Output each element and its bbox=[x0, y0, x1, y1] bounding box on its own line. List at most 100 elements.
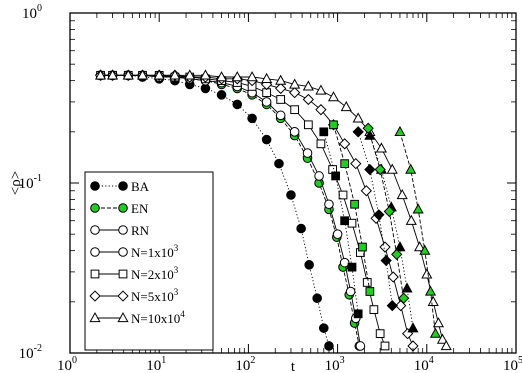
data-point-10 bbox=[365, 287, 375, 296]
data-point-4 bbox=[338, 190, 348, 200]
data-point-6 bbox=[315, 84, 327, 95]
data-point-12 bbox=[383, 205, 395, 218]
x-axis-label: t bbox=[291, 359, 296, 373]
data-point-4 bbox=[316, 139, 326, 149]
legend-label-0: BA bbox=[131, 179, 150, 194]
data-point-2 bbox=[324, 199, 334, 210]
legend-marker-right-2 bbox=[118, 225, 128, 235]
data-point-8 bbox=[429, 327, 442, 338]
data-point-9 bbox=[331, 171, 340, 181]
data-point-2 bbox=[302, 148, 313, 158]
legend-marker-right-3 bbox=[118, 247, 128, 257]
data-point-5 bbox=[288, 86, 301, 99]
data-point-12 bbox=[397, 292, 410, 304]
data-point-6 bbox=[340, 101, 352, 112]
data-point-6 bbox=[414, 241, 426, 252]
data-point-0 bbox=[296, 223, 306, 234]
data-point-0 bbox=[216, 90, 227, 100]
data-point-4 bbox=[303, 120, 313, 130]
series-line-7 bbox=[369, 135, 414, 329]
data-point-6 bbox=[421, 268, 433, 279]
data-point-11 bbox=[380, 254, 392, 267]
y-tick-label: 10-1 bbox=[19, 173, 42, 192]
series-line-8 bbox=[399, 131, 436, 334]
legend-marker-left-0 bbox=[90, 181, 100, 191]
series-line-9 bbox=[323, 131, 359, 314]
x-tick-label: 100 bbox=[57, 355, 77, 373]
legend-marker-right-0 bbox=[118, 181, 128, 191]
data-point-10 bbox=[329, 120, 338, 130]
data-point-11 bbox=[373, 209, 385, 221]
data-point-0 bbox=[318, 323, 329, 333]
data-point-5 bbox=[275, 82, 287, 95]
data-point-6 bbox=[199, 69, 212, 80]
data-point-6 bbox=[405, 214, 417, 225]
data-point-9 bbox=[353, 309, 363, 319]
data-point-2 bbox=[355, 341, 366, 351]
data-point-2 bbox=[345, 286, 356, 297]
data-point-2 bbox=[339, 257, 350, 268]
data-point-2 bbox=[261, 97, 272, 107]
legend-marker-left-3 bbox=[90, 247, 100, 257]
data-point-9 bbox=[347, 262, 357, 272]
legend-label-3: N=1x103 bbox=[131, 243, 179, 260]
data-point-6 bbox=[136, 69, 149, 80]
legend-label-4: N=2x103 bbox=[131, 265, 179, 282]
data-point-6 bbox=[153, 69, 165, 80]
legend-marker-left-1 bbox=[90, 203, 100, 213]
data-point-11 bbox=[352, 126, 364, 138]
x-tick-label: 102 bbox=[235, 355, 255, 373]
data-point-2 bbox=[332, 229, 343, 239]
data-point-8 bbox=[424, 285, 437, 296]
data-point-6 bbox=[327, 91, 340, 102]
data-point-4 bbox=[375, 329, 385, 338]
data-point-4 bbox=[380, 341, 390, 351]
y-axis-label: <ρ> bbox=[8, 171, 24, 195]
data-point-4 bbox=[362, 278, 372, 287]
data-point-10 bbox=[340, 159, 350, 168]
x-tick-label: 103 bbox=[325, 355, 345, 373]
data-point-12 bbox=[374, 163, 386, 176]
data-point-6 bbox=[436, 333, 449, 344]
data-point-6 bbox=[432, 317, 445, 328]
data-point-8 bbox=[405, 163, 417, 174]
data-point-6 bbox=[427, 295, 439, 306]
data-point-6 bbox=[122, 69, 134, 80]
data-point-5 bbox=[387, 271, 399, 283]
data-point-6 bbox=[261, 72, 273, 83]
data-point-4 bbox=[347, 218, 357, 228]
data-point-4 bbox=[290, 105, 300, 115]
data-point-6 bbox=[94, 69, 107, 80]
data-point-0 bbox=[304, 260, 314, 270]
y-tick-label: 100 bbox=[22, 3, 42, 22]
data-point-8 bbox=[394, 125, 406, 136]
series-layer bbox=[94, 69, 452, 352]
legend-label-1: EN bbox=[131, 201, 149, 216]
data-point-6 bbox=[396, 189, 408, 200]
data-point-9 bbox=[319, 127, 329, 137]
series-line-2 bbox=[100, 74, 361, 347]
x-tick-label: 104 bbox=[414, 355, 434, 373]
data-point-12 bbox=[391, 248, 403, 261]
data-point-7 bbox=[401, 282, 413, 293]
data-point-6 bbox=[375, 142, 388, 153]
x-tick-label: 105 bbox=[503, 355, 522, 373]
data-point-6 bbox=[440, 339, 452, 351]
data-point-0 bbox=[247, 113, 257, 124]
data-point-6 bbox=[275, 74, 287, 85]
data-point-5 bbox=[350, 157, 362, 170]
data-point-0 bbox=[312, 293, 322, 304]
data-point-8 bbox=[419, 244, 431, 255]
legend-marker-left-2 bbox=[90, 225, 100, 235]
data-point-0 bbox=[286, 190, 296, 200]
legend: BA EN RN N=1x103 N=2x103 N=5x103 N=10x104 bbox=[84, 171, 214, 351]
data-point-2 bbox=[275, 110, 286, 121]
data-point-10 bbox=[350, 199, 359, 209]
x-tick-label: 101 bbox=[146, 355, 166, 373]
data-point-0 bbox=[274, 158, 284, 169]
data-point-6 bbox=[289, 78, 301, 89]
y-tick-label: 10-2 bbox=[19, 343, 42, 362]
legend-box bbox=[84, 171, 214, 351]
data-point-8 bbox=[412, 203, 424, 214]
data-point-12 bbox=[362, 122, 374, 134]
